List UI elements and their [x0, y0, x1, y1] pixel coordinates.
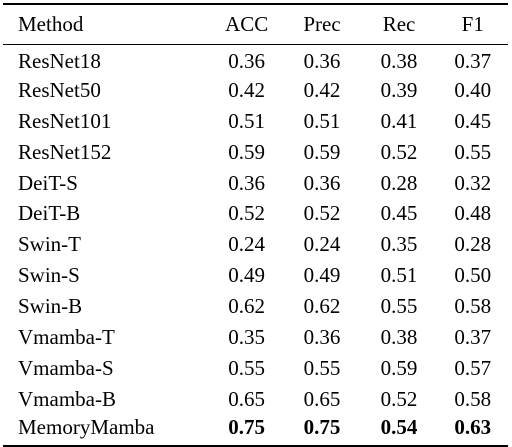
table-row: Vmamba-S 0.55 0.55 0.59 0.57	[3, 353, 508, 384]
method-cell: DeiT-B	[18, 201, 81, 226]
rec-cell: 0.41	[380, 108, 418, 133]
method-cell: Swin-T	[18, 232, 81, 257]
acc-cell: 0.75	[209, 414, 284, 447]
results-table: Method ACC Prec Rec F1 ResNet18 0.36 0.36 0…	[3, 3, 508, 447]
method-cell: Swin-B	[18, 294, 83, 319]
method-cell: DeiT-S	[18, 170, 78, 195]
prec-cell: 0.55	[303, 355, 341, 380]
f1-cell: 0.32	[454, 170, 492, 195]
rec-cell: 0.52	[380, 139, 418, 164]
f1-cell: 0.57	[454, 355, 492, 380]
rec-cell: 0.52	[380, 386, 418, 411]
acc-cell: 0.59	[228, 139, 266, 164]
f1-cell: 0.58	[454, 386, 492, 411]
acc-cell: 0.42	[228, 77, 266, 102]
rec-cell: 0.38	[380, 49, 418, 74]
header-method: Method	[3, 3, 210, 45]
prec-cell: 0.51	[303, 108, 341, 133]
acc-cell: 0.35	[228, 324, 266, 349]
table-row: Vmamba-B 0.65 0.65 0.52 0.58	[3, 384, 508, 415]
method-cell: Vmamba-T	[18, 324, 115, 349]
table-row: Swin-S 0.49 0.49 0.51 0.50	[3, 260, 508, 291]
table-row: MemoryMamba 0.75 0.75 0.54 0.63	[3, 414, 508, 447]
f1-cell: 0.37	[454, 324, 492, 349]
prec-cell: 0.65	[303, 386, 341, 411]
method-cell: ResNet50	[18, 77, 101, 102]
results-table-figure: Method ACC Prec Rec F1 ResNet18 0.36 0.36 0…	[3, 3, 508, 447]
f1-cell: 0.50	[454, 263, 492, 288]
table-row: DeiT-B 0.52 0.52 0.45 0.48	[3, 198, 508, 229]
header-row: Method ACC Prec Rec F1	[3, 3, 508, 45]
rec-cell: 0.38	[380, 324, 418, 349]
acc-cell: 0.65	[228, 386, 266, 411]
f1-cell: 0.45	[454, 108, 492, 133]
prec-cell: 0.36	[303, 170, 341, 195]
f1-cell: 0.37	[454, 49, 492, 74]
acc-cell: 0.49	[228, 263, 266, 288]
table-row: ResNet101 0.51 0.51 0.41 0.45	[3, 106, 508, 137]
acc-cell: 0.51	[228, 108, 266, 133]
header-acc: ACC	[209, 3, 284, 45]
table-body: ResNet18 0.36 0.36 0.38 0.37 ResNet50 0.42 0.42…	[3, 44, 508, 447]
f1-cell: 0.58	[454, 294, 492, 319]
prec-cell: 0.36	[303, 49, 341, 74]
f1-cell: 0.48	[454, 201, 492, 226]
rec-cell: 0.51	[380, 263, 418, 288]
table-row: DeiT-S 0.36 0.36 0.28 0.32	[3, 168, 508, 199]
prec-cell: 0.59	[303, 139, 341, 164]
method-cell: MemoryMamba	[3, 414, 210, 447]
prec-cell: 0.75	[283, 414, 361, 447]
header-prec: Prec	[283, 3, 361, 45]
rec-cell: 0.28	[380, 170, 418, 195]
f1-cell: 0.55	[454, 139, 492, 164]
prec-cell: 0.62	[303, 294, 341, 319]
table-row: ResNet18 0.36 0.36 0.38 0.37	[3, 44, 508, 75]
prec-cell: 0.42	[303, 77, 341, 102]
method-cell: ResNet101	[18, 108, 112, 133]
table-row: Vmamba-T 0.35 0.36 0.38 0.37	[3, 322, 508, 353]
table-row: ResNet152 0.59 0.59 0.52 0.55	[3, 137, 508, 168]
method-cell: ResNet152	[18, 139, 112, 164]
table-row: Swin-B 0.62 0.62 0.55 0.58	[3, 291, 508, 322]
acc-cell: 0.36	[228, 170, 266, 195]
f1-cell: 0.63	[437, 414, 508, 447]
rec-cell: 0.55	[380, 294, 418, 319]
table-row: ResNet50 0.42 0.42 0.39 0.40	[3, 75, 508, 106]
table-row: Swin-T 0.24 0.24 0.35 0.28	[3, 229, 508, 260]
prec-cell: 0.49	[303, 263, 341, 288]
method-cell: ResNet18	[18, 49, 101, 74]
method-cell: Swin-S	[18, 263, 80, 288]
rec-cell: 0.35	[380, 232, 418, 257]
header-f1: F1	[437, 3, 508, 45]
acc-cell: 0.24	[228, 232, 266, 257]
acc-cell: 0.55	[228, 355, 266, 380]
acc-cell: 0.52	[228, 201, 266, 226]
rec-cell: 0.45	[380, 201, 418, 226]
f1-cell: 0.28	[454, 232, 492, 257]
method-cell: Vmamba-S	[18, 355, 114, 380]
rec-cell: 0.54	[360, 414, 438, 447]
acc-cell: 0.62	[228, 294, 266, 319]
table-header: Method ACC Prec Rec F1	[3, 3, 508, 45]
prec-cell: 0.36	[303, 324, 341, 349]
prec-cell: 0.24	[303, 232, 341, 257]
method-cell: Vmamba-B	[18, 386, 116, 411]
rec-cell: 0.59	[380, 355, 418, 380]
header-rec: Rec	[360, 3, 438, 45]
prec-cell: 0.52	[303, 201, 341, 226]
acc-cell: 0.36	[228, 49, 266, 74]
f1-cell: 0.40	[454, 77, 492, 102]
rec-cell: 0.39	[380, 77, 418, 102]
